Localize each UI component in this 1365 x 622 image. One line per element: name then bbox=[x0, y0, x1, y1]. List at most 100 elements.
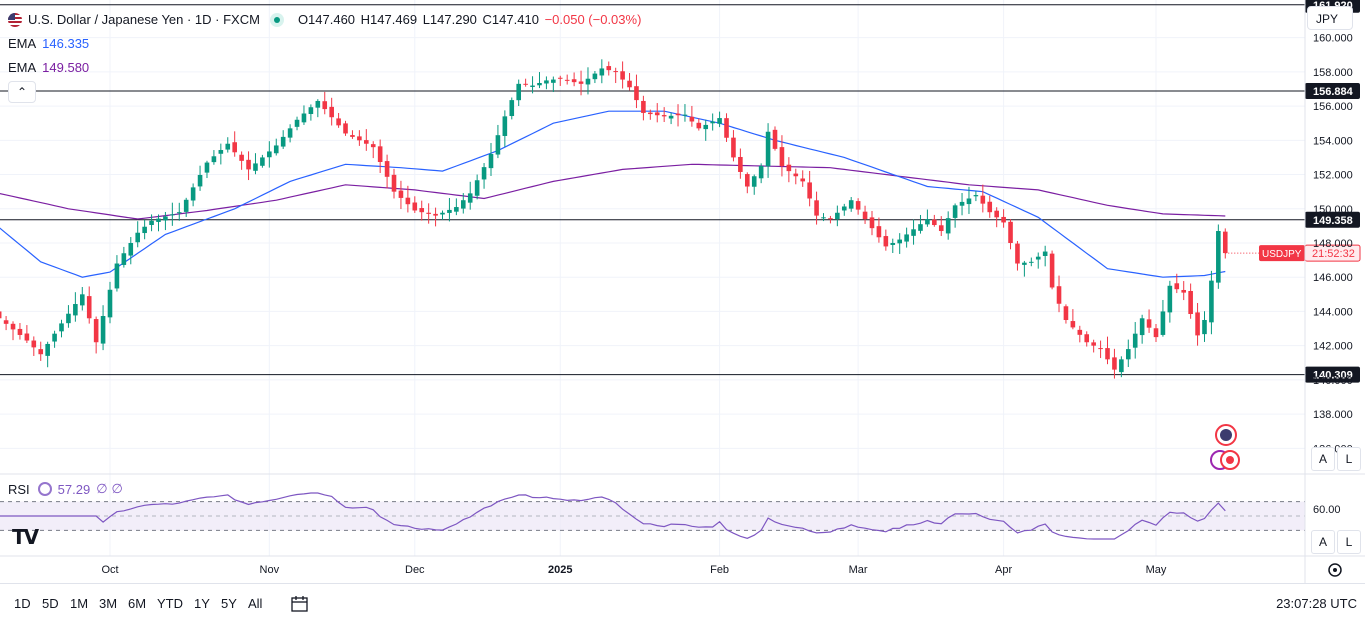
change-value: −0.050 (−0.03%) bbox=[544, 12, 642, 27]
gear-icon bbox=[1328, 563, 1342, 577]
candle-body bbox=[544, 80, 549, 84]
candle-body bbox=[1077, 329, 1083, 335]
calendar-icon[interactable] bbox=[290, 594, 310, 614]
currency-selector[interactable]: JPY bbox=[1307, 6, 1353, 30]
candle-body bbox=[170, 214, 175, 216]
candle-body bbox=[176, 212, 182, 214]
candle-body bbox=[405, 197, 411, 205]
candle-body bbox=[855, 201, 861, 210]
utc-clock[interactable]: 23:07:28 UTC bbox=[1276, 596, 1357, 611]
range-ytd-button[interactable]: YTD bbox=[157, 596, 183, 611]
candle-body bbox=[93, 319, 99, 343]
ohlc-values: O147.460 H147.469 L147.290 C147.410 −0.0… bbox=[296, 10, 641, 30]
collapse-row: ⌃ bbox=[8, 80, 641, 104]
candle-body bbox=[488, 154, 494, 169]
rsi-legend[interactable]: RSI 57.29 ∅ ∅ bbox=[8, 481, 123, 497]
candle-body bbox=[537, 82, 542, 86]
rsi-auto-scale-button[interactable]: A bbox=[1311, 530, 1335, 554]
range-5d-button[interactable]: 5D bbox=[42, 596, 59, 611]
y-tick-label: 144.000 bbox=[1313, 306, 1353, 318]
candle-body bbox=[682, 114, 688, 116]
tradingview-logo-icon[interactable]: TV bbox=[12, 525, 39, 549]
y-tick-label: 146.000 bbox=[1313, 272, 1353, 284]
candle-body bbox=[620, 71, 625, 80]
candle-body bbox=[835, 212, 840, 220]
candle-body bbox=[357, 136, 362, 141]
candle-body bbox=[668, 115, 674, 119]
candle-body bbox=[370, 144, 376, 148]
range-5y-button[interactable]: 5Y bbox=[221, 596, 237, 611]
ema-legend-slow[interactable]: EMA 149.580 bbox=[8, 56, 641, 80]
level-label: 156.884 bbox=[1313, 86, 1354, 98]
symbol-badge-label: USDJPY bbox=[1262, 249, 1302, 260]
candles bbox=[0, 59, 1228, 379]
candle-body bbox=[301, 113, 307, 123]
candle-body bbox=[121, 253, 127, 265]
candle-body bbox=[1153, 328, 1159, 338]
candle-body bbox=[1160, 311, 1166, 335]
x-tick-label: Mar bbox=[849, 564, 868, 576]
candle-body bbox=[841, 206, 847, 211]
y-tick-label: 158.000 bbox=[1313, 67, 1353, 79]
candle-body bbox=[31, 340, 37, 348]
close-value: C147.410 bbox=[482, 12, 539, 27]
candle-body bbox=[79, 294, 85, 306]
x-tick-label: May bbox=[1146, 564, 1167, 576]
candle-body bbox=[447, 209, 452, 213]
candle-body bbox=[779, 147, 785, 166]
candle-body bbox=[59, 323, 64, 332]
candle-body bbox=[599, 68, 605, 76]
currency-label: JPY bbox=[1316, 12, 1339, 26]
candle-body bbox=[911, 229, 916, 236]
range-3m-button[interactable]: 3M bbox=[99, 596, 118, 611]
range-1d-button[interactable]: 1D bbox=[14, 596, 31, 611]
rsi-log-scale-button[interactable]: L bbox=[1337, 530, 1361, 554]
candle-body bbox=[315, 100, 321, 108]
candle-body bbox=[1174, 283, 1180, 290]
candle-body bbox=[592, 73, 598, 80]
range-6m-button[interactable]: 6M bbox=[128, 596, 147, 611]
log-scale-button[interactable]: L bbox=[1337, 447, 1361, 471]
candle-body bbox=[183, 199, 189, 212]
range-1y-button[interactable]: 1Y bbox=[194, 596, 210, 611]
candle-body bbox=[1119, 359, 1124, 373]
y-tick-label: 138.000 bbox=[1313, 409, 1353, 421]
collapse-legend-button[interactable]: ⌃ bbox=[8, 81, 36, 103]
candle-body bbox=[1222, 231, 1228, 254]
candle-body bbox=[364, 140, 369, 144]
gear-icon-center bbox=[1333, 568, 1337, 572]
symbol-title[interactable]: U.S. Dollar / Japanese Yen · 1D · FXCM bbox=[28, 12, 260, 27]
candle-body bbox=[253, 163, 258, 171]
x-tick-label: Apr bbox=[995, 564, 1012, 576]
level-badge bbox=[1305, 366, 1360, 383]
candle-body bbox=[980, 195, 986, 204]
candle-body bbox=[724, 118, 729, 138]
candle-body bbox=[821, 217, 826, 219]
ema-slow-value: 149.580 bbox=[42, 60, 90, 75]
candle-body bbox=[932, 219, 937, 226]
auto-scale-button[interactable]: A bbox=[1311, 447, 1335, 471]
candle-body bbox=[100, 316, 106, 344]
range-all-button[interactable]: All bbox=[248, 596, 263, 611]
candle-body bbox=[1202, 319, 1207, 335]
candle-body bbox=[1195, 312, 1200, 336]
candle-body bbox=[350, 135, 355, 137]
candle-body bbox=[73, 304, 78, 316]
rsi-settings-icon[interactable] bbox=[37, 482, 52, 496]
candle-body bbox=[848, 200, 854, 209]
candle-body bbox=[1084, 334, 1090, 343]
candle-body bbox=[218, 150, 224, 154]
ema-legend-fast[interactable]: EMA 146.335 bbox=[8, 32, 641, 56]
candle-body bbox=[412, 202, 418, 211]
x-tick-label: Feb bbox=[710, 564, 729, 576]
candle-body bbox=[627, 80, 632, 88]
candle-body bbox=[710, 121, 715, 124]
candle-body bbox=[273, 145, 279, 154]
y-tick-label: 142.000 bbox=[1313, 341, 1353, 353]
candle-body bbox=[1008, 221, 1013, 243]
candle-body bbox=[114, 263, 120, 289]
candle-body bbox=[1091, 342, 1096, 346]
range-1m-button[interactable]: 1M bbox=[70, 596, 89, 611]
candle-body bbox=[925, 219, 930, 225]
